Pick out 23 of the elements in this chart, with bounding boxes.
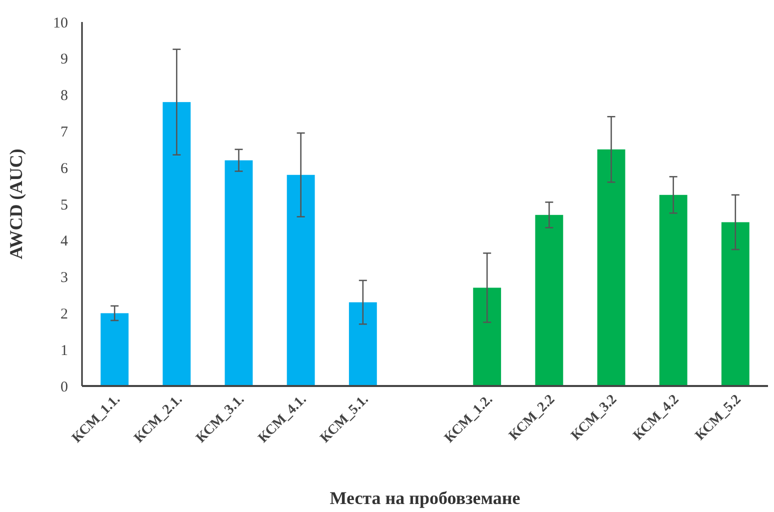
bar [100, 313, 129, 386]
bar [597, 149, 626, 386]
bar [535, 214, 564, 386]
y-tick-label: 8 [60, 88, 68, 104]
y-tick-label: 9 [60, 52, 68, 68]
y-tick-label: 5 [60, 197, 68, 214]
y-tick-label: 3 [60, 270, 68, 286]
y-tick-label: 6 [60, 160, 68, 177]
y-tick-label: 0 [60, 379, 68, 396]
bar [162, 102, 191, 386]
x-axis-title: Места на пробовземане [330, 488, 520, 508]
bar [473, 288, 502, 386]
bar [224, 160, 253, 386]
y-axis-title: AWCD (AUC) [6, 148, 26, 260]
y-tick-label: 1 [60, 342, 68, 359]
bar [348, 302, 377, 386]
bar [286, 174, 315, 386]
bar [721, 222, 750, 386]
bar [659, 194, 688, 386]
y-tick-label: 10 [53, 15, 68, 32]
y-tick-label: 7 [60, 124, 68, 140]
y-tick-label: 4 [60, 234, 68, 250]
y-tick-label: 2 [60, 306, 68, 322]
